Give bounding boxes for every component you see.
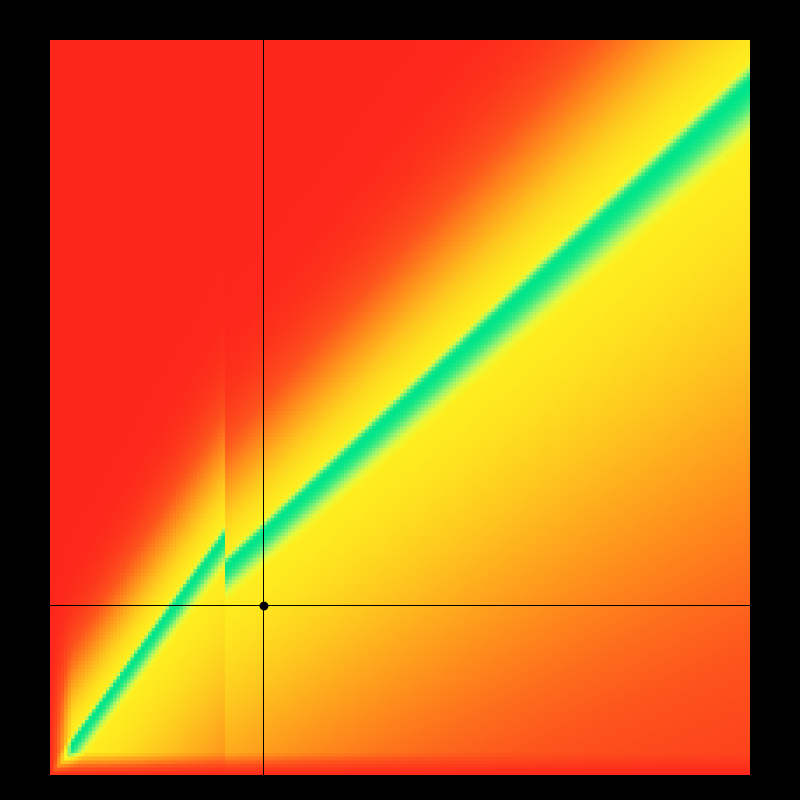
frame-bottom [0,775,800,800]
frame-right [750,40,800,775]
crosshair-vertical [263,40,264,775]
crosshair-marker [259,601,268,610]
frame-left [0,40,50,775]
figure-stage: TheBottleneck.com [0,0,800,800]
crosshair-horizontal [50,605,750,606]
frame-top [0,0,800,40]
bottleneck-heatmap [50,40,750,775]
